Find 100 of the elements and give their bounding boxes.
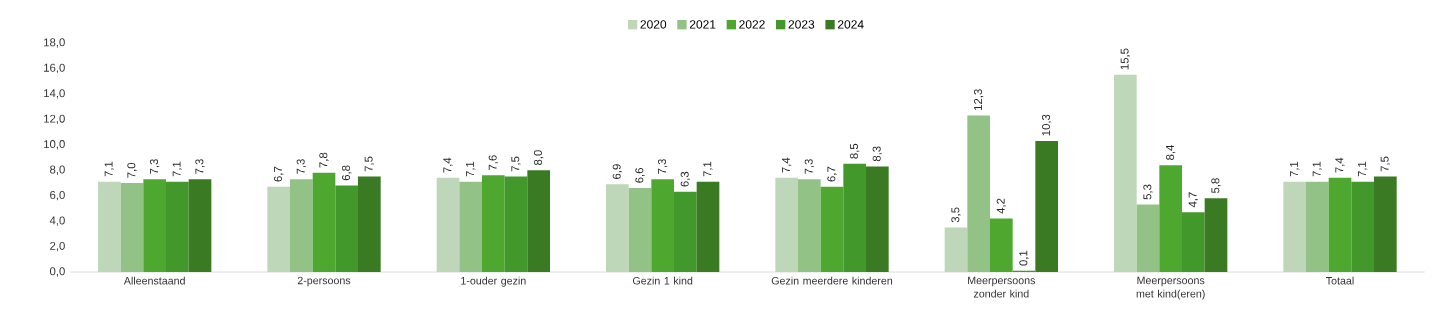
x-tick-label: Gezin 1 kind bbox=[632, 276, 693, 285]
bar bbox=[1136, 204, 1160, 272]
bar bbox=[628, 188, 652, 272]
data-label: 4,2 bbox=[996, 198, 1007, 214]
bar bbox=[651, 179, 675, 272]
data-label: 0,1 bbox=[1019, 250, 1029, 266]
bar bbox=[696, 181, 720, 272]
data-label: 6,8 bbox=[342, 165, 352, 181]
data-label: 15,5 bbox=[1120, 48, 1130, 70]
data-label: 7,8 bbox=[319, 152, 329, 168]
y-tick-label: 12,0 bbox=[44, 114, 65, 125]
bar bbox=[358, 176, 381, 272]
data-label: 6,6 bbox=[635, 168, 645, 183]
bar bbox=[527, 170, 551, 272]
data-label: 7,3 bbox=[195, 159, 205, 174]
data-label: 8,4 bbox=[1166, 144, 1176, 160]
bar bbox=[990, 218, 1013, 272]
bar bbox=[1159, 165, 1183, 272]
data-label: 7,1 bbox=[1312, 161, 1322, 177]
bar bbox=[866, 166, 889, 272]
data-label: 7,3 bbox=[658, 159, 668, 174]
x-tick-label: Meerpersoons zonder kind bbox=[968, 276, 1036, 298]
data-label: 7,1 bbox=[172, 161, 182, 177]
data-label: 7,1 bbox=[466, 161, 476, 177]
data-label: 8,0 bbox=[534, 150, 544, 166]
bar bbox=[1328, 177, 1352, 272]
y-tick-label: 0,0 bbox=[49, 267, 65, 277]
bar bbox=[98, 181, 121, 272]
legend-label: 2022 bbox=[739, 20, 765, 29]
bar bbox=[843, 163, 867, 272]
data-label: 7,0 bbox=[127, 162, 137, 178]
data-label: 6,9 bbox=[612, 164, 623, 179]
data-label: 3,5 bbox=[951, 207, 961, 223]
data-label: 12,3 bbox=[974, 89, 984, 110]
data-label: 5,3 bbox=[1143, 184, 1153, 200]
bar bbox=[143, 179, 166, 272]
bar bbox=[312, 172, 336, 272]
y-tick-label: 14,0 bbox=[44, 89, 65, 99]
bar bbox=[820, 186, 844, 272]
bar bbox=[1182, 212, 1205, 272]
data-label: 6,3 bbox=[680, 171, 691, 187]
data-label: 7,3 bbox=[150, 159, 160, 174]
data-label: 7,5 bbox=[1380, 156, 1390, 172]
legend-label: 2024 bbox=[837, 20, 864, 29]
data-label: 7,4 bbox=[443, 157, 453, 173]
bar bbox=[482, 175, 505, 272]
y-tick-label: 4,0 bbox=[49, 216, 65, 226]
bar bbox=[188, 179, 212, 272]
data-label: 8,5 bbox=[850, 143, 860, 159]
x-tick-label: Totaal bbox=[1326, 276, 1354, 285]
data-label: 8,3 bbox=[872, 146, 883, 162]
bar bbox=[120, 182, 144, 272]
legend-label: 2020 bbox=[640, 20, 667, 29]
y-tick-label: 6,0 bbox=[50, 190, 65, 201]
data-label: 7,1 bbox=[104, 161, 114, 177]
data-label: 7,6 bbox=[488, 155, 499, 171]
data-label: 7,3 bbox=[296, 159, 307, 174]
y-tick-label: 2,0 bbox=[50, 241, 65, 252]
data-label: 7,5 bbox=[364, 156, 374, 172]
bar bbox=[1283, 181, 1307, 272]
y-tick-label: 16,0 bbox=[44, 63, 65, 74]
data-label: 7,5 bbox=[511, 156, 521, 172]
bar bbox=[1374, 176, 1397, 272]
bar bbox=[436, 177, 460, 272]
data-label: 4,7 bbox=[1188, 192, 1198, 208]
bar bbox=[1351, 181, 1375, 272]
y-tick-label: 8,0 bbox=[50, 165, 65, 175]
bar bbox=[944, 227, 968, 272]
legend-label: 2021 bbox=[689, 20, 716, 29]
bar bbox=[335, 185, 359, 272]
bar bbox=[1306, 181, 1329, 272]
bar bbox=[166, 181, 189, 272]
data-label: 7,1 bbox=[1358, 161, 1368, 177]
data-label: 6,7 bbox=[274, 166, 284, 182]
data-label: 7,4 bbox=[1335, 157, 1345, 173]
x-tick-label: Alleenstaand bbox=[123, 276, 185, 285]
bar bbox=[967, 115, 991, 272]
data-label: 6,7 bbox=[827, 166, 837, 182]
bar bbox=[798, 179, 821, 272]
y-tick-label: 18,0 bbox=[44, 38, 65, 48]
data-label: 7,1 bbox=[1290, 161, 1300, 177]
bar bbox=[504, 176, 528, 272]
bar bbox=[1035, 140, 1059, 272]
bar bbox=[1204, 198, 1228, 272]
bar bbox=[775, 177, 799, 272]
bar bbox=[606, 184, 629, 272]
x-tick-label: Gezin meerdere kinderen bbox=[771, 276, 893, 285]
bar bbox=[459, 181, 483, 272]
bar bbox=[1114, 74, 1137, 272]
bar bbox=[267, 186, 290, 272]
data-label: 7,1 bbox=[703, 161, 713, 177]
y-tick-label: 10,0 bbox=[44, 140, 65, 150]
bar bbox=[290, 179, 313, 272]
legend-label: 2023 bbox=[788, 20, 815, 29]
data-label: 7,4 bbox=[782, 157, 792, 173]
x-tick-label: Meerpersoons met kind(eren) bbox=[1136, 276, 1205, 300]
data-label: 10,3 bbox=[1042, 114, 1052, 136]
data-label: 5,8 bbox=[1211, 178, 1221, 194]
bar bbox=[674, 191, 697, 272]
data-label: 7,3 bbox=[804, 159, 815, 174]
